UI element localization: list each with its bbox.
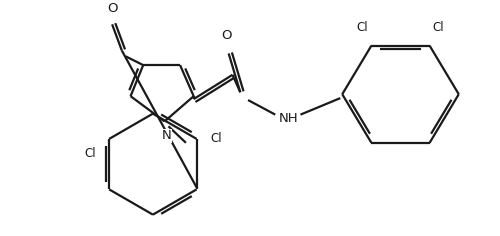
Text: N: N [162,129,172,142]
Text: O: O [107,2,118,15]
Text: Cl: Cl [357,21,368,34]
Text: Cl: Cl [84,147,96,160]
Text: O: O [222,29,232,42]
Text: Cl: Cl [432,21,444,34]
Text: Cl: Cl [210,132,222,145]
Text: NH: NH [279,112,298,125]
